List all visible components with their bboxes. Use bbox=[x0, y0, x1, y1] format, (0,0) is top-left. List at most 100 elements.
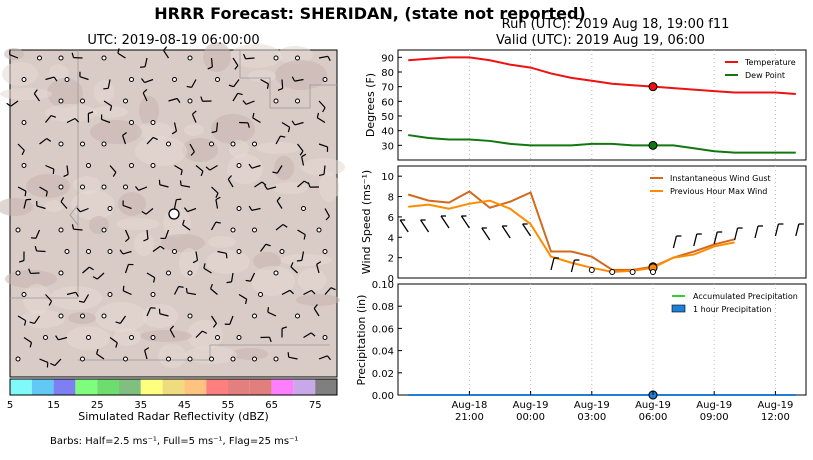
calm-barb bbox=[150, 292, 156, 297]
calm-barb bbox=[58, 184, 64, 190]
barb-feather bbox=[225, 253, 228, 259]
terrain-relief bbox=[274, 156, 294, 180]
calm-barb bbox=[101, 55, 107, 61]
wind-barb bbox=[138, 186, 148, 191]
wind-barb bbox=[301, 251, 305, 261]
calm-barb bbox=[252, 313, 257, 319]
x-tick-date: Aug-19 bbox=[696, 400, 732, 411]
calm-barb bbox=[37, 55, 42, 61]
wind-barb bbox=[159, 313, 169, 317]
wind-barb bbox=[245, 57, 255, 60]
calm-barb bbox=[230, 141, 236, 147]
barb-feather bbox=[265, 243, 271, 247]
wind-barb bbox=[232, 57, 239, 66]
wind-barb bbox=[324, 287, 332, 295]
calm-barb bbox=[209, 356, 214, 362]
wind-barb bbox=[254, 181, 263, 188]
barb-feather bbox=[211, 130, 217, 134]
colorbar-segment bbox=[315, 379, 337, 395]
barb-feather bbox=[171, 130, 177, 135]
barb-feather bbox=[103, 87, 109, 90]
wind-barb bbox=[501, 225, 511, 239]
wind-barb bbox=[251, 164, 261, 169]
y-tick-label: 4 bbox=[388, 233, 394, 244]
colorbar-segment bbox=[31, 379, 54, 395]
wind-barb bbox=[195, 251, 199, 261]
wind-barb bbox=[82, 266, 90, 274]
terrain-relief bbox=[185, 346, 237, 364]
legend-dew-point: Dew Point bbox=[745, 71, 785, 80]
wind-barb bbox=[303, 289, 312, 296]
wind-barb bbox=[144, 78, 154, 84]
y-tick-label: 60 bbox=[381, 97, 394, 108]
calm-barb bbox=[129, 163, 134, 168]
calm-barb bbox=[150, 120, 156, 125]
wind-barb bbox=[36, 205, 46, 210]
barb-feather bbox=[143, 238, 149, 242]
wind-barb bbox=[39, 358, 49, 364]
calm-barb bbox=[215, 335, 220, 340]
barb-feather bbox=[247, 122, 250, 128]
calm-barb bbox=[107, 249, 113, 254]
barb-feather bbox=[55, 335, 59, 341]
wind-barb bbox=[252, 117, 261, 124]
wind-barb bbox=[211, 315, 217, 324]
terrain-relief bbox=[135, 136, 187, 166]
barb-feather bbox=[303, 180, 309, 185]
terrain-relief bbox=[206, 250, 250, 274]
barb-feather bbox=[24, 191, 27, 197]
barb-feather bbox=[248, 205, 253, 211]
wind-barb bbox=[146, 272, 156, 279]
barb-feather bbox=[109, 105, 113, 111]
wind-barb bbox=[318, 55, 328, 59]
calm-barb bbox=[86, 163, 91, 168]
wind-barb bbox=[146, 307, 152, 317]
barb-feather bbox=[89, 266, 94, 271]
legend-hourly-precipitation: 1 hour Precipitation bbox=[693, 305, 772, 314]
barb-feather bbox=[192, 259, 198, 264]
calm-barb bbox=[101, 313, 107, 319]
wind-barb bbox=[209, 164, 218, 171]
colorbar-tick-label: 5 bbox=[7, 400, 13, 411]
barb-feather bbox=[6, 102, 12, 107]
barb-feather bbox=[119, 249, 124, 255]
wind-barb bbox=[281, 289, 291, 296]
barb-feather bbox=[34, 245, 38, 252]
barb-feather bbox=[176, 98, 181, 103]
barb-feather bbox=[226, 281, 232, 284]
barb-feather bbox=[141, 210, 147, 215]
county-borders bbox=[10, 50, 337, 361]
barb-feather bbox=[122, 132, 127, 136]
wind-barb bbox=[182, 224, 191, 231]
y-tick-label: 90 bbox=[381, 53, 394, 64]
calm-barb bbox=[279, 249, 285, 254]
barb-feather bbox=[115, 321, 121, 324]
wind-barb bbox=[191, 79, 197, 88]
wind-barb bbox=[173, 122, 178, 132]
y-tick-label: 30 bbox=[381, 141, 394, 152]
grid bbox=[468, 284, 776, 395]
barb-feather bbox=[140, 78, 145, 83]
wind-panel: 0 2 4 6 8 10 Wind Speed (ms⁻¹) Instantaneous … bbox=[360, 165, 807, 285]
wind-barb bbox=[39, 186, 48, 192]
y-tick-label: 0.02 bbox=[372, 369, 394, 380]
barb-feather bbox=[310, 332, 316, 337]
y-tick-label: 6 bbox=[388, 213, 394, 224]
y-tick-label: 10 bbox=[381, 172, 394, 183]
terrain-relief bbox=[134, 232, 154, 256]
wind-barb bbox=[301, 156, 305, 166]
colorbar-frame bbox=[9, 378, 338, 396]
colorbar-tick-label: 35 bbox=[134, 400, 147, 411]
terrain-relief bbox=[94, 80, 114, 104]
barb-feather bbox=[92, 276, 98, 280]
barb-feather bbox=[313, 304, 318, 309]
valid-time: Valid (UTC): 2019 Aug 19, 06:00 bbox=[496, 33, 705, 48]
wind-barb bbox=[60, 201, 68, 209]
terrain-relief bbox=[90, 120, 142, 144]
wind-barb bbox=[124, 264, 129, 274]
calm-barb bbox=[629, 269, 636, 275]
wind-barb bbox=[303, 332, 312, 339]
barb-feather bbox=[237, 92, 243, 96]
terrain-relief bbox=[5, 270, 57, 288]
colorbar-segment bbox=[75, 379, 98, 395]
